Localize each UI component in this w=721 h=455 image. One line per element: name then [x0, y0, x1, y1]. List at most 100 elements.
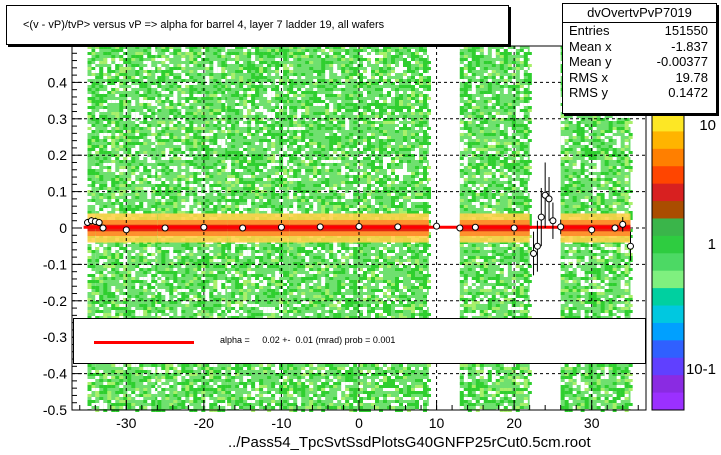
band-cell — [231, 295, 236, 298]
band-cell — [189, 400, 194, 403]
band-gap-cell — [181, 181, 186, 184]
band-cell — [213, 205, 218, 208]
band-cell — [353, 49, 358, 52]
band-cell — [227, 208, 232, 211]
band-gap-cell — [317, 247, 322, 250]
band-cell — [349, 265, 354, 268]
band-gap-cell — [213, 385, 218, 388]
band-gap-cell — [217, 283, 222, 286]
band-cell — [197, 109, 202, 112]
band-gap-cell — [99, 406, 104, 409]
band-cell — [115, 181, 120, 184]
band-cell — [383, 49, 387, 52]
band-gap-cell — [423, 91, 427, 94]
band-cell — [309, 370, 314, 373]
band-cell — [123, 268, 128, 271]
band-gap-cell — [341, 289, 346, 292]
band-cell — [317, 373, 322, 376]
band-cell — [275, 49, 280, 52]
band-cell — [155, 91, 160, 94]
band-cell — [275, 193, 280, 196]
band-cell — [201, 289, 206, 292]
band-cell — [143, 379, 148, 382]
band-cell — [247, 133, 252, 136]
band-cell — [301, 139, 306, 142]
band-gap-cell — [197, 382, 202, 385]
band-cell — [87, 169, 92, 172]
band-gap-cell — [267, 82, 272, 85]
band-cell — [119, 73, 124, 76]
band-gap-cell — [391, 79, 395, 82]
band-cell — [325, 391, 330, 394]
band-gap-cell — [263, 112, 268, 115]
band-cell — [317, 73, 322, 76]
band-cell — [275, 250, 280, 253]
band-gap-cell — [329, 274, 334, 277]
band-cell — [337, 265, 342, 268]
band-cell — [177, 286, 182, 289]
band-cell — [279, 49, 284, 52]
band-cell — [181, 262, 186, 265]
band-gap-cell — [297, 400, 302, 403]
band-cell — [127, 295, 132, 298]
band-gap-cell — [95, 112, 100, 115]
band-cell — [99, 151, 104, 154]
band-cell — [217, 298, 222, 301]
band-cell — [91, 118, 96, 121]
band-cell — [181, 79, 186, 82]
band-cell — [201, 112, 206, 115]
band-cell — [131, 385, 136, 388]
band-gap-cell — [87, 268, 92, 271]
band-gap-cell — [267, 88, 272, 91]
band-cell — [95, 163, 100, 166]
band-cell — [293, 307, 298, 310]
band-cell — [177, 64, 182, 67]
band-cell — [287, 391, 292, 394]
band-gap-cell — [221, 142, 226, 145]
band-cell — [297, 100, 302, 103]
band-cell — [231, 133, 236, 136]
band-cell — [251, 85, 256, 88]
band-cell — [119, 166, 124, 169]
band-cell — [231, 193, 236, 196]
band-cell — [251, 316, 256, 319]
band-gap-cell — [333, 187, 338, 190]
band-gap-cell — [301, 142, 306, 145]
band-gap-cell — [301, 301, 306, 304]
band-cell — [115, 316, 120, 319]
band-gap-cell — [289, 190, 294, 193]
band-gap-cell — [213, 154, 218, 157]
band-cell — [193, 268, 198, 271]
band-cell — [399, 94, 403, 97]
band-cell — [301, 292, 306, 295]
band-cell — [157, 271, 162, 274]
band-cell — [201, 82, 206, 85]
band-gap-cell — [103, 76, 108, 79]
band-cell — [185, 388, 190, 391]
band-cell — [123, 274, 128, 277]
band-cell — [353, 397, 358, 400]
band-gap-cell — [143, 79, 148, 82]
band-cell — [127, 406, 132, 409]
band-cell — [173, 202, 178, 205]
band-gap-cell — [301, 169, 306, 172]
band-gap-cell — [181, 73, 186, 76]
band-cell — [87, 286, 92, 289]
band-gap-cell — [391, 52, 395, 55]
band-cell — [147, 376, 152, 379]
band-cell — [301, 277, 306, 280]
band-cell — [201, 136, 206, 139]
band-gap-cell — [173, 268, 178, 271]
band-cell — [177, 67, 182, 70]
band-cell — [123, 181, 128, 184]
band-cell — [213, 136, 218, 139]
band-gap-cell — [321, 103, 326, 106]
band-cell — [271, 295, 276, 298]
band-gap-cell — [181, 145, 186, 148]
band-cell — [341, 208, 346, 211]
band-gap-cell — [293, 118, 298, 121]
band-gap-cell — [139, 265, 144, 268]
band-cell — [103, 52, 108, 55]
band-cell — [95, 289, 100, 292]
band-gap-cell — [161, 316, 166, 319]
